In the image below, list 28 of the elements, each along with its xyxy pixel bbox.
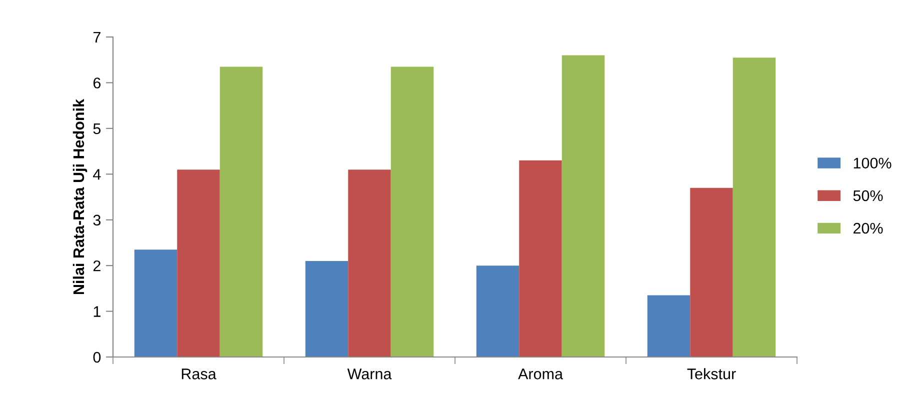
legend-label: 100% <box>854 158 892 169</box>
legend-label: 50% <box>853 190 883 202</box>
y-tick-label: 0 <box>93 352 101 363</box>
legend-label: 20% <box>854 222 883 234</box>
bar <box>732 58 776 357</box>
bar <box>519 160 562 357</box>
y-tick-label: 5 <box>93 123 101 134</box>
y-axis-title: Nilai Rata-Rata Uji Hedonik <box>72 98 88 294</box>
bar <box>390 66 434 357</box>
x-tick-label: Tekstur <box>687 368 736 380</box>
bar <box>305 261 348 357</box>
bar <box>690 188 733 357</box>
bar <box>647 295 690 357</box>
y-tick-label: 1 <box>94 306 100 317</box>
x-tick-label: Rasa <box>182 368 216 380</box>
y-tick-label: 2 <box>93 260 100 272</box>
bar <box>134 250 178 357</box>
bar <box>476 266 520 357</box>
bar <box>220 66 263 357</box>
y-tick-label: 3 <box>93 214 101 226</box>
y-tick-label: 7 <box>93 32 100 43</box>
bar <box>348 170 391 357</box>
bar <box>562 55 605 357</box>
x-tick-label: Aroma <box>518 368 563 380</box>
y-tick-label: 4 <box>93 169 101 180</box>
y-tick-label: 6 <box>93 78 101 88</box>
x-tick-label: Warna <box>347 368 392 380</box>
bar <box>177 170 220 357</box>
